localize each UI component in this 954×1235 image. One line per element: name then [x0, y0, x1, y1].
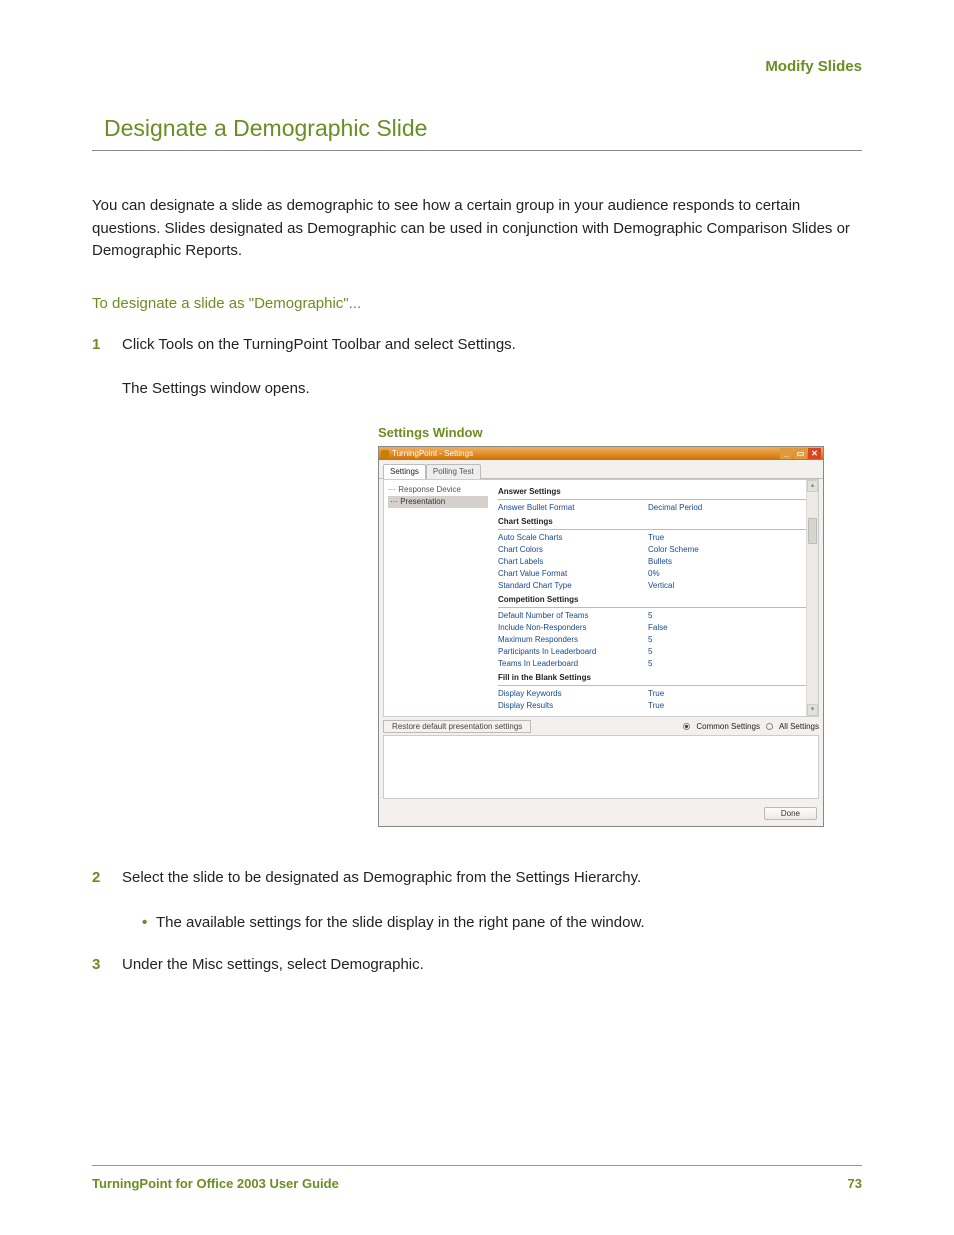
- close-button[interactable]: ✕: [808, 448, 821, 459]
- scroll-up-icon[interactable]: ▴: [807, 480, 818, 492]
- step-2: Select the slide to be designated as Dem…: [92, 867, 862, 934]
- setting-key: Chart Value Format: [498, 568, 648, 580]
- setting-row[interactable]: Answer Bullet FormatDecimal Period: [498, 502, 812, 514]
- setting-row[interactable]: Auto Scale ChartsTrue: [498, 532, 812, 544]
- description-panel: [383, 735, 819, 799]
- setting-key: Standard Chart Type: [498, 580, 648, 592]
- setting-value: 5: [648, 646, 652, 658]
- app-icon: [381, 450, 389, 458]
- minimize-button[interactable]: _: [780, 448, 793, 459]
- setting-row[interactable]: Maximum Responders5: [498, 634, 812, 646]
- setting-key: Include Non-Responders: [498, 622, 648, 634]
- maximize-button[interactable]: ▭: [794, 448, 807, 459]
- scroll-down-icon[interactable]: ▾: [807, 704, 818, 716]
- scroll-thumb[interactable]: [808, 518, 817, 544]
- window-title: TurningPoint - Settings: [392, 448, 779, 460]
- setting-value: 5: [648, 658, 652, 670]
- setting-row[interactable]: Include Non-RespondersFalse: [498, 622, 812, 634]
- figure-caption: Settings Window: [378, 423, 862, 443]
- setting-row[interactable]: Default Number of Teams5: [498, 610, 812, 622]
- step-1-result: The Settings window opens.: [122, 378, 862, 401]
- setting-value: 5: [648, 634, 652, 646]
- tab-polling-test[interactable]: Polling Test: [426, 464, 481, 479]
- setting-value: 0%: [648, 568, 660, 580]
- setting-value: True: [648, 532, 664, 544]
- title-rule: [92, 150, 862, 151]
- setting-row[interactable]: Standard Chart TypeVertical: [498, 580, 812, 592]
- setting-value: 5: [648, 610, 652, 622]
- setting-value: False: [648, 622, 668, 634]
- restore-defaults-button[interactable]: Restore default presentation settings: [383, 720, 531, 733]
- setting-key: Display Keywords: [498, 688, 648, 700]
- step-2-bullet: The available settings for the slide dis…: [142, 912, 862, 935]
- step-2-text: Select the slide to be designated as Dem…: [122, 869, 641, 886]
- setting-key: Answer Bullet Format: [498, 502, 648, 514]
- setting-key: Maximum Responders: [498, 634, 648, 646]
- setting-key: Participants In Leaderboard: [498, 646, 648, 658]
- radio-all-label: All Settings: [779, 721, 819, 733]
- setting-key: Chart Labels: [498, 556, 648, 568]
- window-footer-row: Restore default presentation settings Co…: [383, 720, 819, 733]
- setting-key: Teams In Leaderboard: [498, 658, 648, 670]
- section-header: Modify Slides: [92, 58, 862, 75]
- settings-tree: ··· Response Device ··· Presentation: [384, 480, 492, 716]
- step-1-text: Click Tools on the TurningPoint Toolbar …: [122, 336, 516, 353]
- tree-item-label: Response Device: [398, 485, 461, 494]
- setting-value: Bullets: [648, 556, 672, 568]
- setting-value: Color Scheme: [648, 544, 699, 556]
- scrollbar[interactable]: ▴ ▾: [806, 480, 818, 716]
- settings-window: TurningPoint - Settings _ ▭ ✕ Settings P…: [378, 446, 824, 827]
- section-fib-settings: Fill in the Blank Settings: [498, 672, 812, 686]
- step-1: Click Tools on the TurningPoint Toolbar …: [92, 334, 862, 828]
- window-body: ··· Response Device ··· Presentation Ans…: [383, 479, 819, 717]
- footer-page-number: 73: [848, 1176, 862, 1191]
- section-competition-settings: Competition Settings: [498, 594, 812, 608]
- radio-common-settings[interactable]: [683, 723, 690, 730]
- section-answer-settings: Answer Settings: [498, 486, 812, 500]
- settings-scope-radios: Common Settings All Settings: [683, 721, 819, 733]
- setting-key: Auto Scale Charts: [498, 532, 648, 544]
- setting-row[interactable]: Chart ColorsColor Scheme: [498, 544, 812, 556]
- radio-common-label: Common Settings: [696, 721, 760, 733]
- setting-row[interactable]: Display ResultsTrue: [498, 700, 812, 712]
- setting-value: Vertical: [648, 580, 674, 592]
- procedure-subhead: To designate a slide as "Demographic"...: [92, 295, 862, 312]
- setting-row[interactable]: Chart LabelsBullets: [498, 556, 812, 568]
- tree-item-response-device[interactable]: ··· Response Device: [388, 484, 488, 496]
- page-footer: TurningPoint for Office 2003 User Guide …: [92, 1165, 862, 1191]
- step-3: Under the Misc settings, select Demograp…: [92, 954, 862, 977]
- setting-value: True: [648, 688, 664, 700]
- section-chart-settings: Chart Settings: [498, 516, 812, 530]
- window-titlebar: TurningPoint - Settings _ ▭ ✕: [379, 447, 823, 460]
- setting-key: Default Number of Teams: [498, 610, 648, 622]
- radio-all-settings[interactable]: [766, 723, 773, 730]
- page-title: Designate a Demographic Slide: [104, 115, 862, 142]
- setting-row[interactable]: Teams In Leaderboard5: [498, 658, 812, 670]
- setting-row[interactable]: Display KeywordsTrue: [498, 688, 812, 700]
- intro-paragraph: You can designate a slide as demographic…: [92, 195, 862, 263]
- setting-row[interactable]: Chart Value Format0%: [498, 568, 812, 580]
- tree-item-label: Presentation: [400, 497, 445, 506]
- done-row: Done: [379, 801, 823, 826]
- settings-pane: Answer Settings Answer Bullet FormatDeci…: [492, 480, 818, 716]
- tree-item-presentation[interactable]: ··· Presentation: [388, 496, 488, 508]
- setting-row[interactable]: Participants In Leaderboard5: [498, 646, 812, 658]
- tab-settings[interactable]: Settings: [383, 464, 426, 479]
- setting-value: Decimal Period: [648, 502, 702, 514]
- step-3-text: Under the Misc settings, select Demograp…: [122, 956, 424, 973]
- tab-strip: Settings Polling Test: [379, 460, 823, 479]
- setting-value: True: [648, 700, 664, 712]
- setting-key: Display Results: [498, 700, 648, 712]
- footer-left: TurningPoint for Office 2003 User Guide: [92, 1176, 339, 1191]
- setting-key: Chart Colors: [498, 544, 648, 556]
- done-button[interactable]: Done: [764, 807, 817, 820]
